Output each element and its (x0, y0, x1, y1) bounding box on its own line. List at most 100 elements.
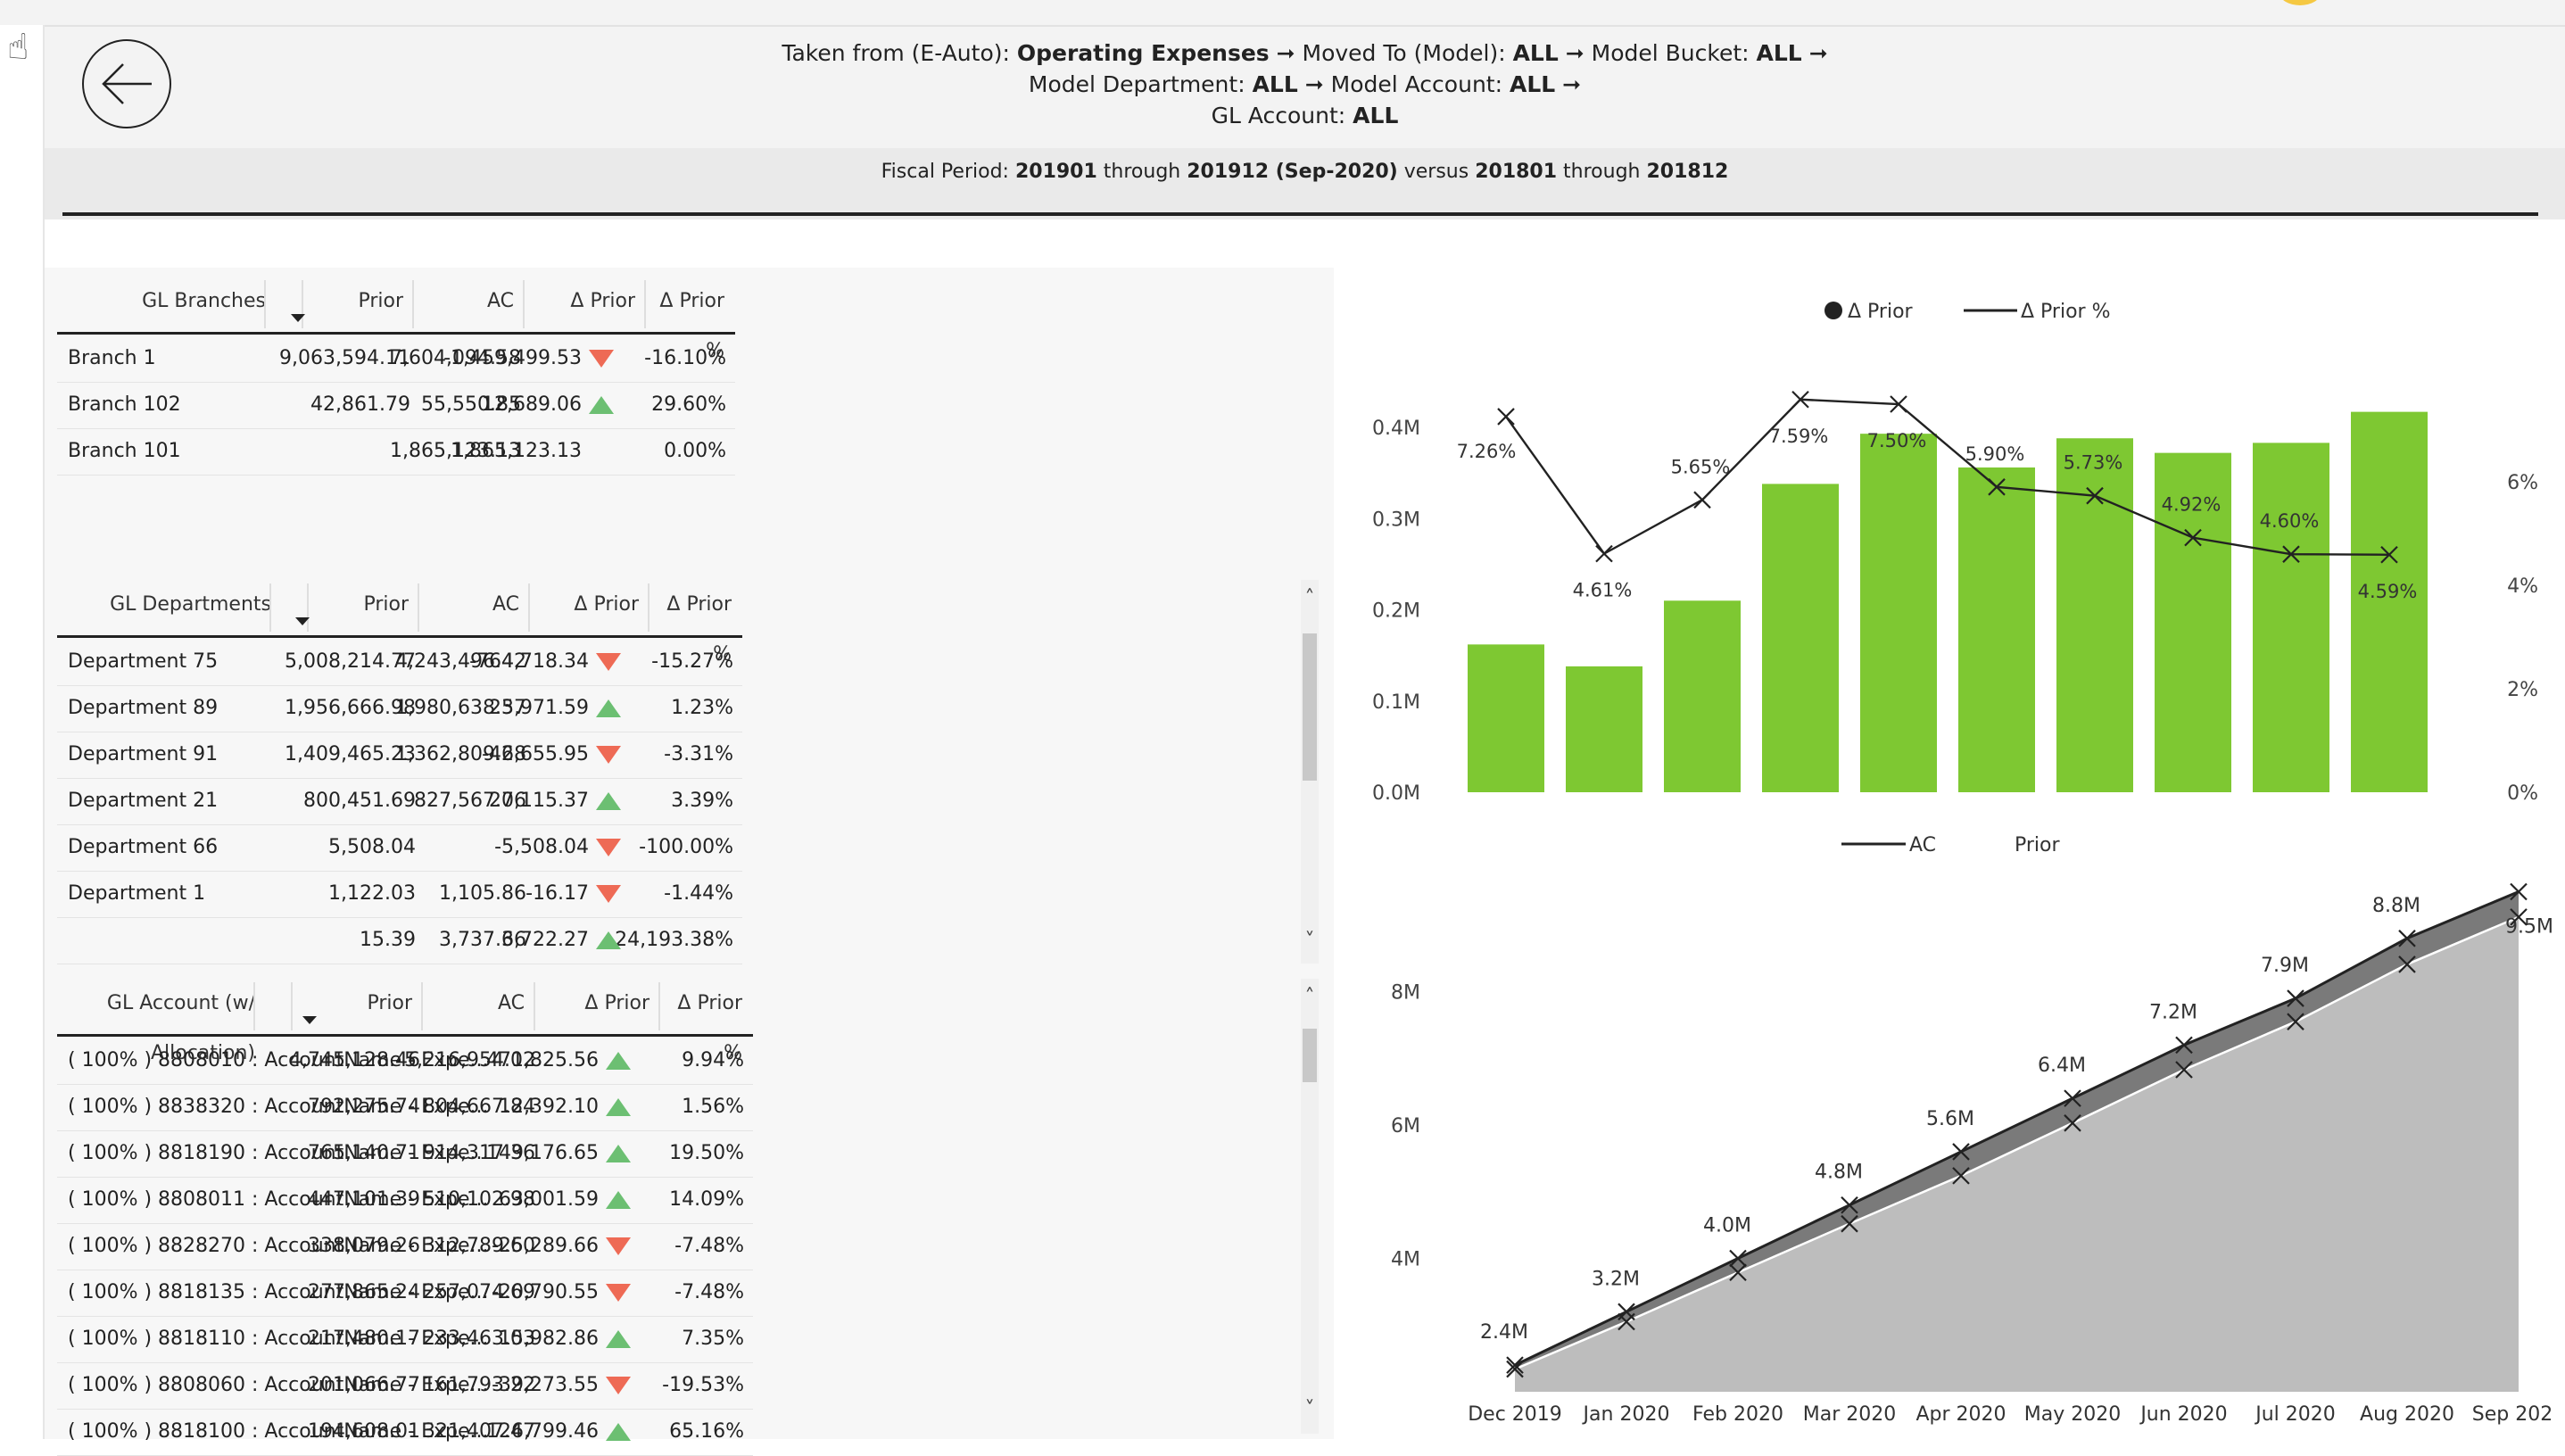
table-row[interactable]: Department 91 1,409,465.23 1,362,809.28 -46… (57, 732, 742, 779)
prior-point-marker (1618, 1312, 1635, 1331)
cell-pct: -1.44% (664, 882, 733, 905)
column-header-name[interactable]: GL Branches (142, 290, 266, 312)
sort-descending-icon[interactable] (302, 1016, 317, 1024)
scroll-up-icon[interactable]: ˄ (1304, 587, 1315, 609)
crumb-segment: Model Department: (1028, 71, 1253, 97)
table-row[interactable]: ( 100% ) 8828270 : AccountName - Expe...… (57, 1223, 753, 1270)
ac-point-marker (1841, 1195, 1858, 1214)
scroll-up-icon[interactable]: ˄ (1304, 986, 1315, 1008)
x-tick-label: Jan 2020 (1582, 1403, 1670, 1426)
table-row[interactable]: ( 100% ) 8818110 : AccountName - Expe...… (57, 1316, 753, 1363)
column-separator[interactable] (658, 982, 660, 1030)
row-name: ( 100% ) 8818190 : AccountName - Expe... (68, 1142, 489, 1164)
cell-prior: 277,865.24 (308, 1281, 420, 1303)
column-header-delta[interactable]: Δ Prior (584, 992, 650, 1014)
table-row[interactable]: ( 100% ) 8808010 : AccountName - Expe...… (57, 1038, 753, 1085)
column-separator[interactable] (644, 280, 646, 328)
table-row[interactable]: Branch 102 42,861.79 55,550.85 12,689.06 29.… (57, 382, 735, 429)
legend-prior: Prior (2015, 834, 2060, 856)
cell-prior: 1,409,465.23 (285, 743, 416, 765)
column-separator[interactable] (302, 280, 303, 328)
column-separator[interactable] (534, 982, 535, 1030)
crumb-segment: Fiscal Period: (881, 161, 1015, 183)
column-separator[interactable] (523, 280, 525, 328)
column-header-pct[interactable]: Δ Prior % (677, 992, 742, 1064)
table-row[interactable]: Department 21 800,451.69 827,567.06 27,115.… (57, 778, 742, 825)
column-separator[interactable] (418, 583, 419, 632)
column-header-prior[interactable]: Prior (358, 290, 403, 312)
cell-ac: 257,074.69 (423, 1281, 535, 1303)
cell-prior: 1,122.03 (328, 882, 416, 905)
scroll-thumb[interactable] (1303, 1029, 1317, 1082)
column-separator[interactable] (648, 583, 650, 632)
scroll-down-icon[interactable]: ˅ (1304, 1398, 1315, 1420)
column-header-pct[interactable]: Δ Prior % (659, 290, 724, 362)
cell-delta: -46,655.95 (482, 743, 589, 765)
column-separator[interactable] (307, 583, 309, 632)
cell-ac: 914,317.36 (423, 1142, 535, 1164)
column-header-pct[interactable]: Δ Prior % (666, 593, 732, 666)
cell-ac: 827,567.06 (414, 790, 526, 812)
column-separator[interactable] (269, 583, 271, 632)
cell-ac: 510,102.98 (423, 1188, 535, 1211)
table-row[interactable]: Department 66 5,508.04 -5,508.04 -100.00% (57, 824, 742, 872)
back-button[interactable] (82, 39, 171, 128)
table-row[interactable]: ( 100% ) 8818190 : AccountName - Expe...… (57, 1130, 753, 1178)
table-row[interactable]: Branch 101 1,865,123.13 1,865,123.13 0.00% (57, 428, 735, 476)
table-row[interactable]: Department 89 1,956,666.98 1,980,638.57 23,… (57, 685, 742, 732)
cell-pct: 9.94% (682, 1049, 744, 1071)
column-header-prior[interactable]: Prior (367, 992, 412, 1014)
line-point-marker (2282, 545, 2300, 563)
cell-pct: 3.39% (671, 790, 733, 812)
cell-ac: 1,362,809.28 (395, 743, 526, 765)
table-row[interactable]: ( 100% ) 8838320 : AccountName - Expe...… (57, 1084, 753, 1131)
cell-delta: 12,392.10 (499, 1096, 599, 1118)
cell-delta: 12,689.06 (482, 393, 582, 416)
column-header-ac[interactable]: AC (492, 593, 519, 616)
scroll-down-icon[interactable]: ˅ (1304, 930, 1315, 952)
column-separator[interactable] (421, 982, 423, 1030)
column-separator[interactable] (253, 982, 255, 1030)
crumb-segment: ➞ Moved To (Model): (1269, 40, 1513, 66)
column-separator[interactable] (412, 280, 414, 328)
table-row[interactable]: 15.39 3,737.66 3,722.27 24,193.38% (57, 917, 742, 964)
departments-scrollbar[interactable]: ˄ ˅ (1301, 580, 1319, 964)
column-separator[interactable] (291, 982, 293, 1030)
column-separator[interactable] (264, 280, 266, 328)
table-row[interactable]: ( 100% ) 8818135 : AccountName - Expe...… (57, 1270, 753, 1317)
sort-descending-icon[interactable] (291, 314, 305, 322)
table-row[interactable]: ( 100% ) 8818100 : AccountName - Expe...… (57, 1409, 753, 1456)
cell-ac: 312,789.60 (423, 1235, 535, 1257)
table-row[interactable]: Department 75 5,008,214.77 4,243,496.42 -76… (57, 639, 742, 686)
hand-cursor-icon: ☝ (7, 27, 29, 68)
table-row[interactable]: Branch 1 9,063,594.11 7,604,094.58 -1,459,4… (57, 335, 735, 383)
accounts-scrollbar[interactable]: ˄ ˅ (1301, 979, 1319, 1434)
ac-point-marker (2398, 930, 2416, 947)
table-row[interactable]: Department 1 1,122.03 1,105.86 -16.17 -1.44% (57, 871, 742, 918)
column-header-delta[interactable]: Δ Prior (574, 593, 639, 616)
column-header-prior[interactable]: Prior (363, 593, 409, 616)
x-tick-label: Aug 2020 (2360, 1403, 2454, 1426)
data-label-ac: 8.8M (2372, 895, 2420, 917)
gl-account-table: GL Account (w/ Allocation) Prior AC Δ Prior… (57, 979, 1288, 1456)
cell-prior: 4,745,128.46 (289, 1049, 420, 1071)
table-row[interactable]: ( 100% ) 8808060 : AccountName - Expe...… (57, 1362, 753, 1410)
data-label-pct: 5.90% (1965, 443, 2025, 465)
sort-descending-icon[interactable] (295, 617, 310, 625)
column-header-name[interactable]: GL Account (w/ Allocation) (106, 992, 255, 1064)
column-header-ac[interactable]: AC (486, 290, 514, 312)
column-header-delta[interactable]: Δ Prior (570, 290, 635, 312)
column-header-name[interactable]: GL Departments (110, 593, 271, 616)
cell-delta: -25,289.66 (492, 1235, 599, 1257)
table-header: GL Departments Prior AC Δ Prior Δ Prior % (57, 580, 742, 666)
cell-ac: 4,243,496.42 (395, 650, 526, 673)
table-row[interactable]: ( 100% ) 8808011 : AccountName - Expe...… (57, 1177, 753, 1224)
chart2-legend: AC Prior (1838, 830, 2106, 856)
row-name: Department 75 (68, 650, 219, 673)
y-left-tick-label: 0.2M (1372, 600, 1420, 623)
cell-ac: 3,737.66 (439, 929, 526, 951)
column-separator[interactable] (528, 583, 530, 632)
column-header-ac[interactable]: AC (497, 992, 525, 1014)
scroll-thumb[interactable] (1303, 633, 1317, 781)
left-gutter (0, 25, 45, 1439)
